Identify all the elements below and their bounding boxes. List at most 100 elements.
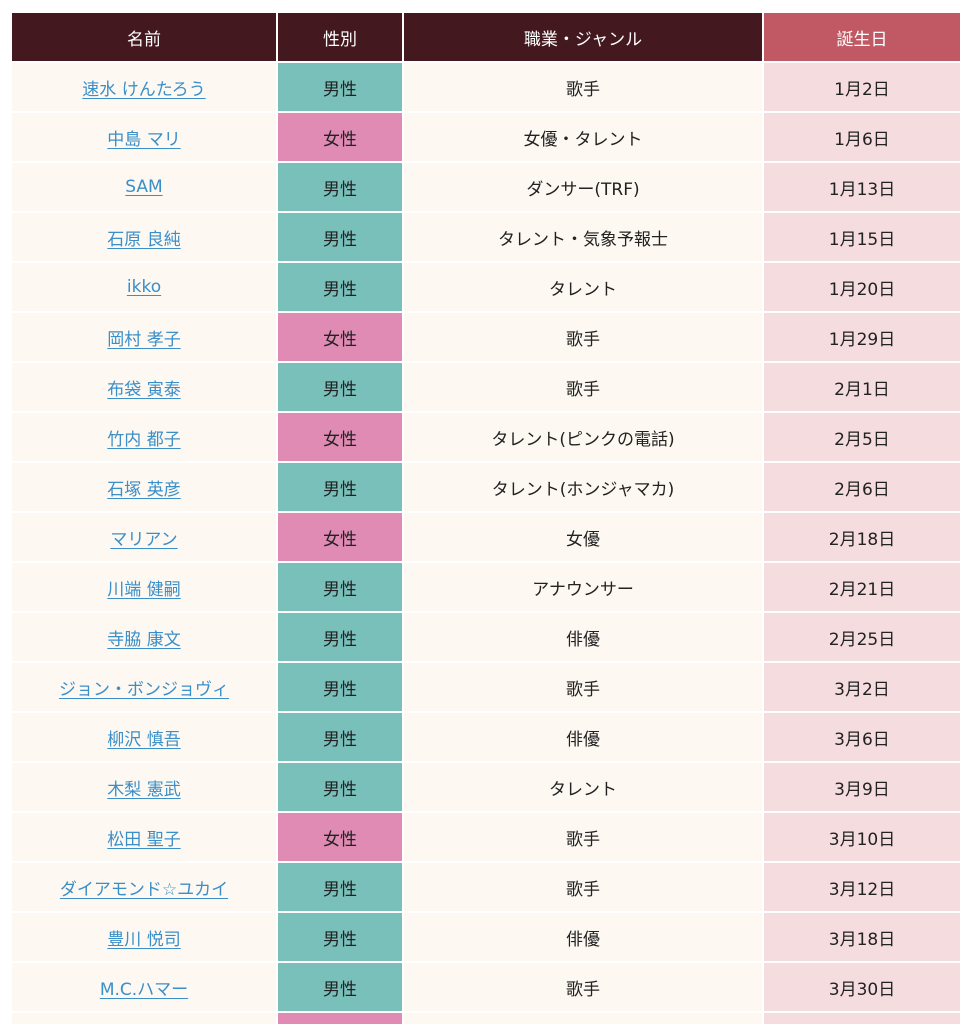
person-name-link[interactable]: ジョン・ボンジョヴィ: [59, 679, 229, 700]
header-birthday: 誕生日: [764, 13, 960, 61]
gender-cell: 男性: [278, 663, 402, 711]
person-name-link[interactable]: 中島 マリ: [107, 129, 181, 150]
birthday-cell: 2月1日: [764, 363, 960, 411]
job-cell: 歌手: [404, 63, 762, 111]
birthday-cell: 1月15日: [764, 213, 960, 261]
birthday-cell: 3月6日: [764, 713, 960, 761]
job-cell: タレント: [404, 763, 762, 811]
table-row: 柳沢 慎吾 男性 俳優 3月6日: [12, 713, 960, 761]
birthday-cell: [764, 1013, 960, 1024]
birthday-cell: 1月29日: [764, 313, 960, 361]
person-name-link[interactable]: 豊川 悦司: [107, 929, 181, 950]
person-name-link[interactable]: 川端 健嗣: [107, 579, 181, 600]
gender-cell: 男性: [278, 263, 402, 311]
job-cell: 俳優: [404, 713, 762, 761]
table-row: 石原 良純 男性 タレント・気象予報士 1月15日: [12, 213, 960, 261]
table-row: 木梨 憲武 男性 タレント 3月9日: [12, 763, 960, 811]
table-row: SAM 男性 ダンサー(TRF) 1月13日: [12, 163, 960, 211]
name-cell: 布袋 寅泰: [12, 363, 276, 411]
name-cell: 寺脇 康文: [12, 613, 276, 661]
person-name-link[interactable]: 岡村 孝子: [107, 329, 181, 350]
table-row: 速水 けんたろう 男性 歌手 1月2日: [12, 63, 960, 111]
name-cell: 木梨 憲武: [12, 763, 276, 811]
birthday-cell: 1月2日: [764, 63, 960, 111]
table-row: 石塚 英彦 男性 タレント(ホンジャマカ) 2月6日: [12, 463, 960, 511]
table-row: 中島 マリ 女性 女優・タレント 1月6日: [12, 113, 960, 161]
table-row: ダイアモンド☆ユカイ 男性 歌手 3月12日: [12, 863, 960, 911]
name-cell: ikko: [12, 263, 276, 311]
person-name-link[interactable]: 寺脇 康文: [107, 629, 181, 650]
person-name-link[interactable]: 木梨 憲武: [107, 779, 181, 800]
gender-cell: 男性: [278, 863, 402, 911]
name-cell: [12, 1013, 276, 1024]
name-cell: ジョン・ボンジョヴィ: [12, 663, 276, 711]
table-row: 竹内 都子 女性 タレント(ピンクの電話) 2月5日: [12, 413, 960, 461]
birthday-cell: 3月12日: [764, 863, 960, 911]
job-cell: 歌手: [404, 663, 762, 711]
job-cell: 女優: [404, 513, 762, 561]
birthday-cell: 3月18日: [764, 913, 960, 961]
gender-cell: 男性: [278, 963, 402, 1011]
birthday-cell: 3月9日: [764, 763, 960, 811]
person-name-link[interactable]: 松田 聖子: [107, 829, 181, 850]
gender-cell: 男性: [278, 913, 402, 961]
name-cell: 石塚 英彦: [12, 463, 276, 511]
job-cell: タレント(ピンクの電話): [404, 413, 762, 461]
birthday-cell: 2月21日: [764, 563, 960, 611]
gender-cell: 男性: [278, 163, 402, 211]
birthday-cell: 2月18日: [764, 513, 960, 561]
job-cell: 歌手: [404, 313, 762, 361]
name-cell: ダイアモンド☆ユカイ: [12, 863, 276, 911]
person-name-link[interactable]: ダイアモンド☆ユカイ: [59, 879, 229, 900]
gender-cell: 男性: [278, 563, 402, 611]
table-row: M.C.ハマー 男性 歌手 3月30日: [12, 963, 960, 1011]
person-name-link[interactable]: ikko: [126, 277, 162, 297]
person-name-link[interactable]: マリアン: [110, 529, 178, 550]
name-cell: 豊川 悦司: [12, 913, 276, 961]
gender-cell: 男性: [278, 63, 402, 111]
job-cell: 女優・タレント: [404, 113, 762, 161]
gender-cell: 女性: [278, 813, 402, 861]
job-cell: 歌手: [404, 363, 762, 411]
table-row: 豊川 悦司 男性 俳優 3月18日: [12, 913, 960, 961]
table-row: 松田 聖子 女性 歌手 3月10日: [12, 813, 960, 861]
table-header-row: 名前 性別 職業・ジャンル 誕生日: [12, 13, 960, 61]
job-cell: ダンサー(TRF): [404, 163, 762, 211]
person-name-link[interactable]: 石原 良純: [107, 229, 181, 250]
birthday-cell: 2月25日: [764, 613, 960, 661]
gender-cell: 女性: [278, 513, 402, 561]
name-cell: 柳沢 慎吾: [12, 713, 276, 761]
job-cell: [404, 1013, 762, 1024]
header-name: 名前: [12, 13, 276, 61]
table-row: ikko 男性 タレント 1月20日: [12, 263, 960, 311]
person-name-link[interactable]: 竹内 都子: [107, 429, 181, 450]
table-row: マリアン 女性 女優 2月18日: [12, 513, 960, 561]
gender-cell: 男性: [278, 713, 402, 761]
gender-cell: 女性: [278, 1013, 402, 1024]
person-name-link[interactable]: 速水 けんたろう: [82, 79, 206, 100]
job-cell: 俳優: [404, 613, 762, 661]
job-cell: タレント・気象予報士: [404, 213, 762, 261]
job-cell: タレント(ホンジャマカ): [404, 463, 762, 511]
person-name-link[interactable]: 布袋 寅泰: [107, 379, 181, 400]
header-gender: 性別: [278, 13, 402, 61]
name-cell: SAM: [12, 163, 276, 211]
birthday-cell: 1月6日: [764, 113, 960, 161]
job-cell: 歌手: [404, 813, 762, 861]
person-name-link[interactable]: M.C.ハマー: [99, 979, 189, 1000]
name-cell: 石原 良純: [12, 213, 276, 261]
birthday-cell: 3月10日: [764, 813, 960, 861]
name-cell: 中島 マリ: [12, 113, 276, 161]
name-cell: 川端 健嗣: [12, 563, 276, 611]
person-name-link[interactable]: SAM: [125, 177, 163, 197]
birthday-cell: 3月2日: [764, 663, 960, 711]
table-row: 布袋 寅泰 男性 歌手 2月1日: [12, 363, 960, 411]
table-row: 女性: [12, 1013, 960, 1024]
gender-cell: 男性: [278, 613, 402, 661]
gender-cell: 女性: [278, 113, 402, 161]
person-name-link[interactable]: 柳沢 慎吾: [107, 729, 181, 750]
name-cell: M.C.ハマー: [12, 963, 276, 1011]
person-name-link[interactable]: 石塚 英彦: [107, 479, 181, 500]
birthday-cell: 1月13日: [764, 163, 960, 211]
